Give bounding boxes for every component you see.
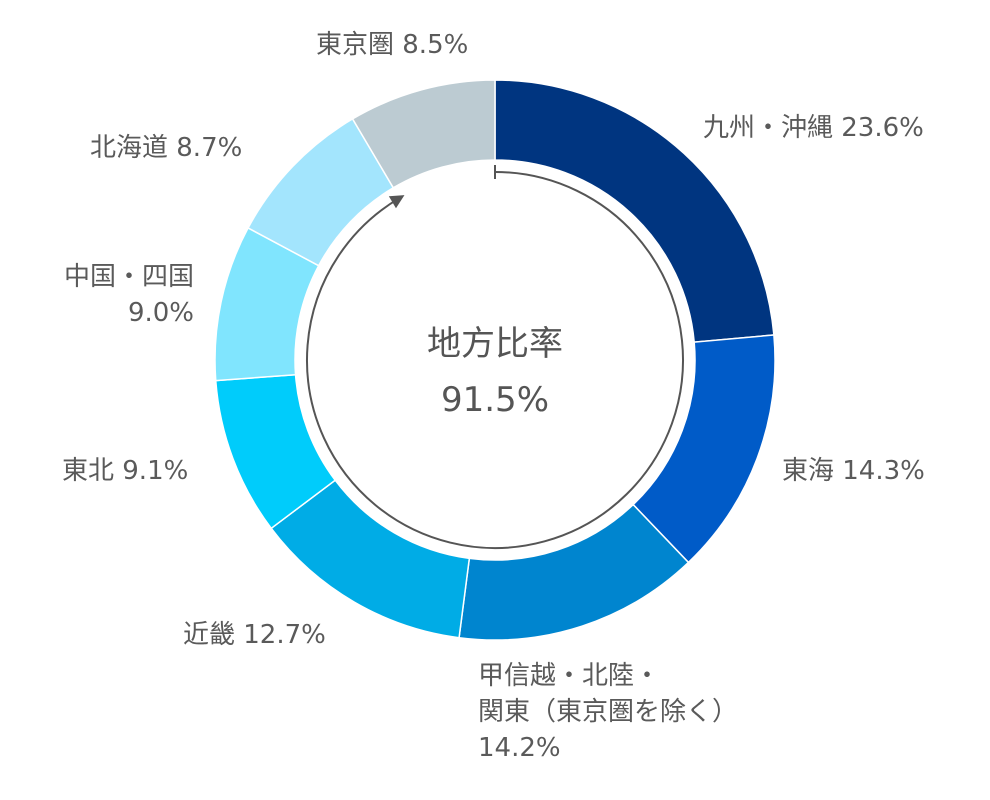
center-title: 地方比率	[427, 324, 563, 364]
label-chugoku: 中国・四国 9.0%	[36, 259, 194, 331]
label-tokyo: 東京圏 8.5%	[316, 30, 469, 60]
label-line: 甲信越・北陸・	[478, 661, 661, 691]
label-tokai: 東海 14.3%	[782, 456, 925, 486]
label-kinki: 近畿 12.7%	[183, 620, 326, 650]
label-koshinetsu: 甲信越・北陸・ 関東（東京圏を除く） 14.2%	[478, 658, 738, 766]
label-kyushu: 九州・沖縄 23.6%	[703, 113, 924, 143]
arrow-head-icon	[388, 195, 405, 209]
label-hokkaido: 北海道 8.7%	[90, 133, 243, 163]
label-line: 関東（東京圏を除く）	[478, 697, 739, 727]
label-line: 14.2%	[478, 733, 561, 763]
center-value: 91.5%	[440, 380, 549, 420]
label-line: 9.0%	[127, 298, 194, 328]
label-tohoku: 東北 9.1%	[62, 456, 189, 486]
ratio-arc	[306, 171, 684, 549]
label-line: 中国・四国	[63, 262, 194, 292]
slice-7	[351, 79, 496, 189]
